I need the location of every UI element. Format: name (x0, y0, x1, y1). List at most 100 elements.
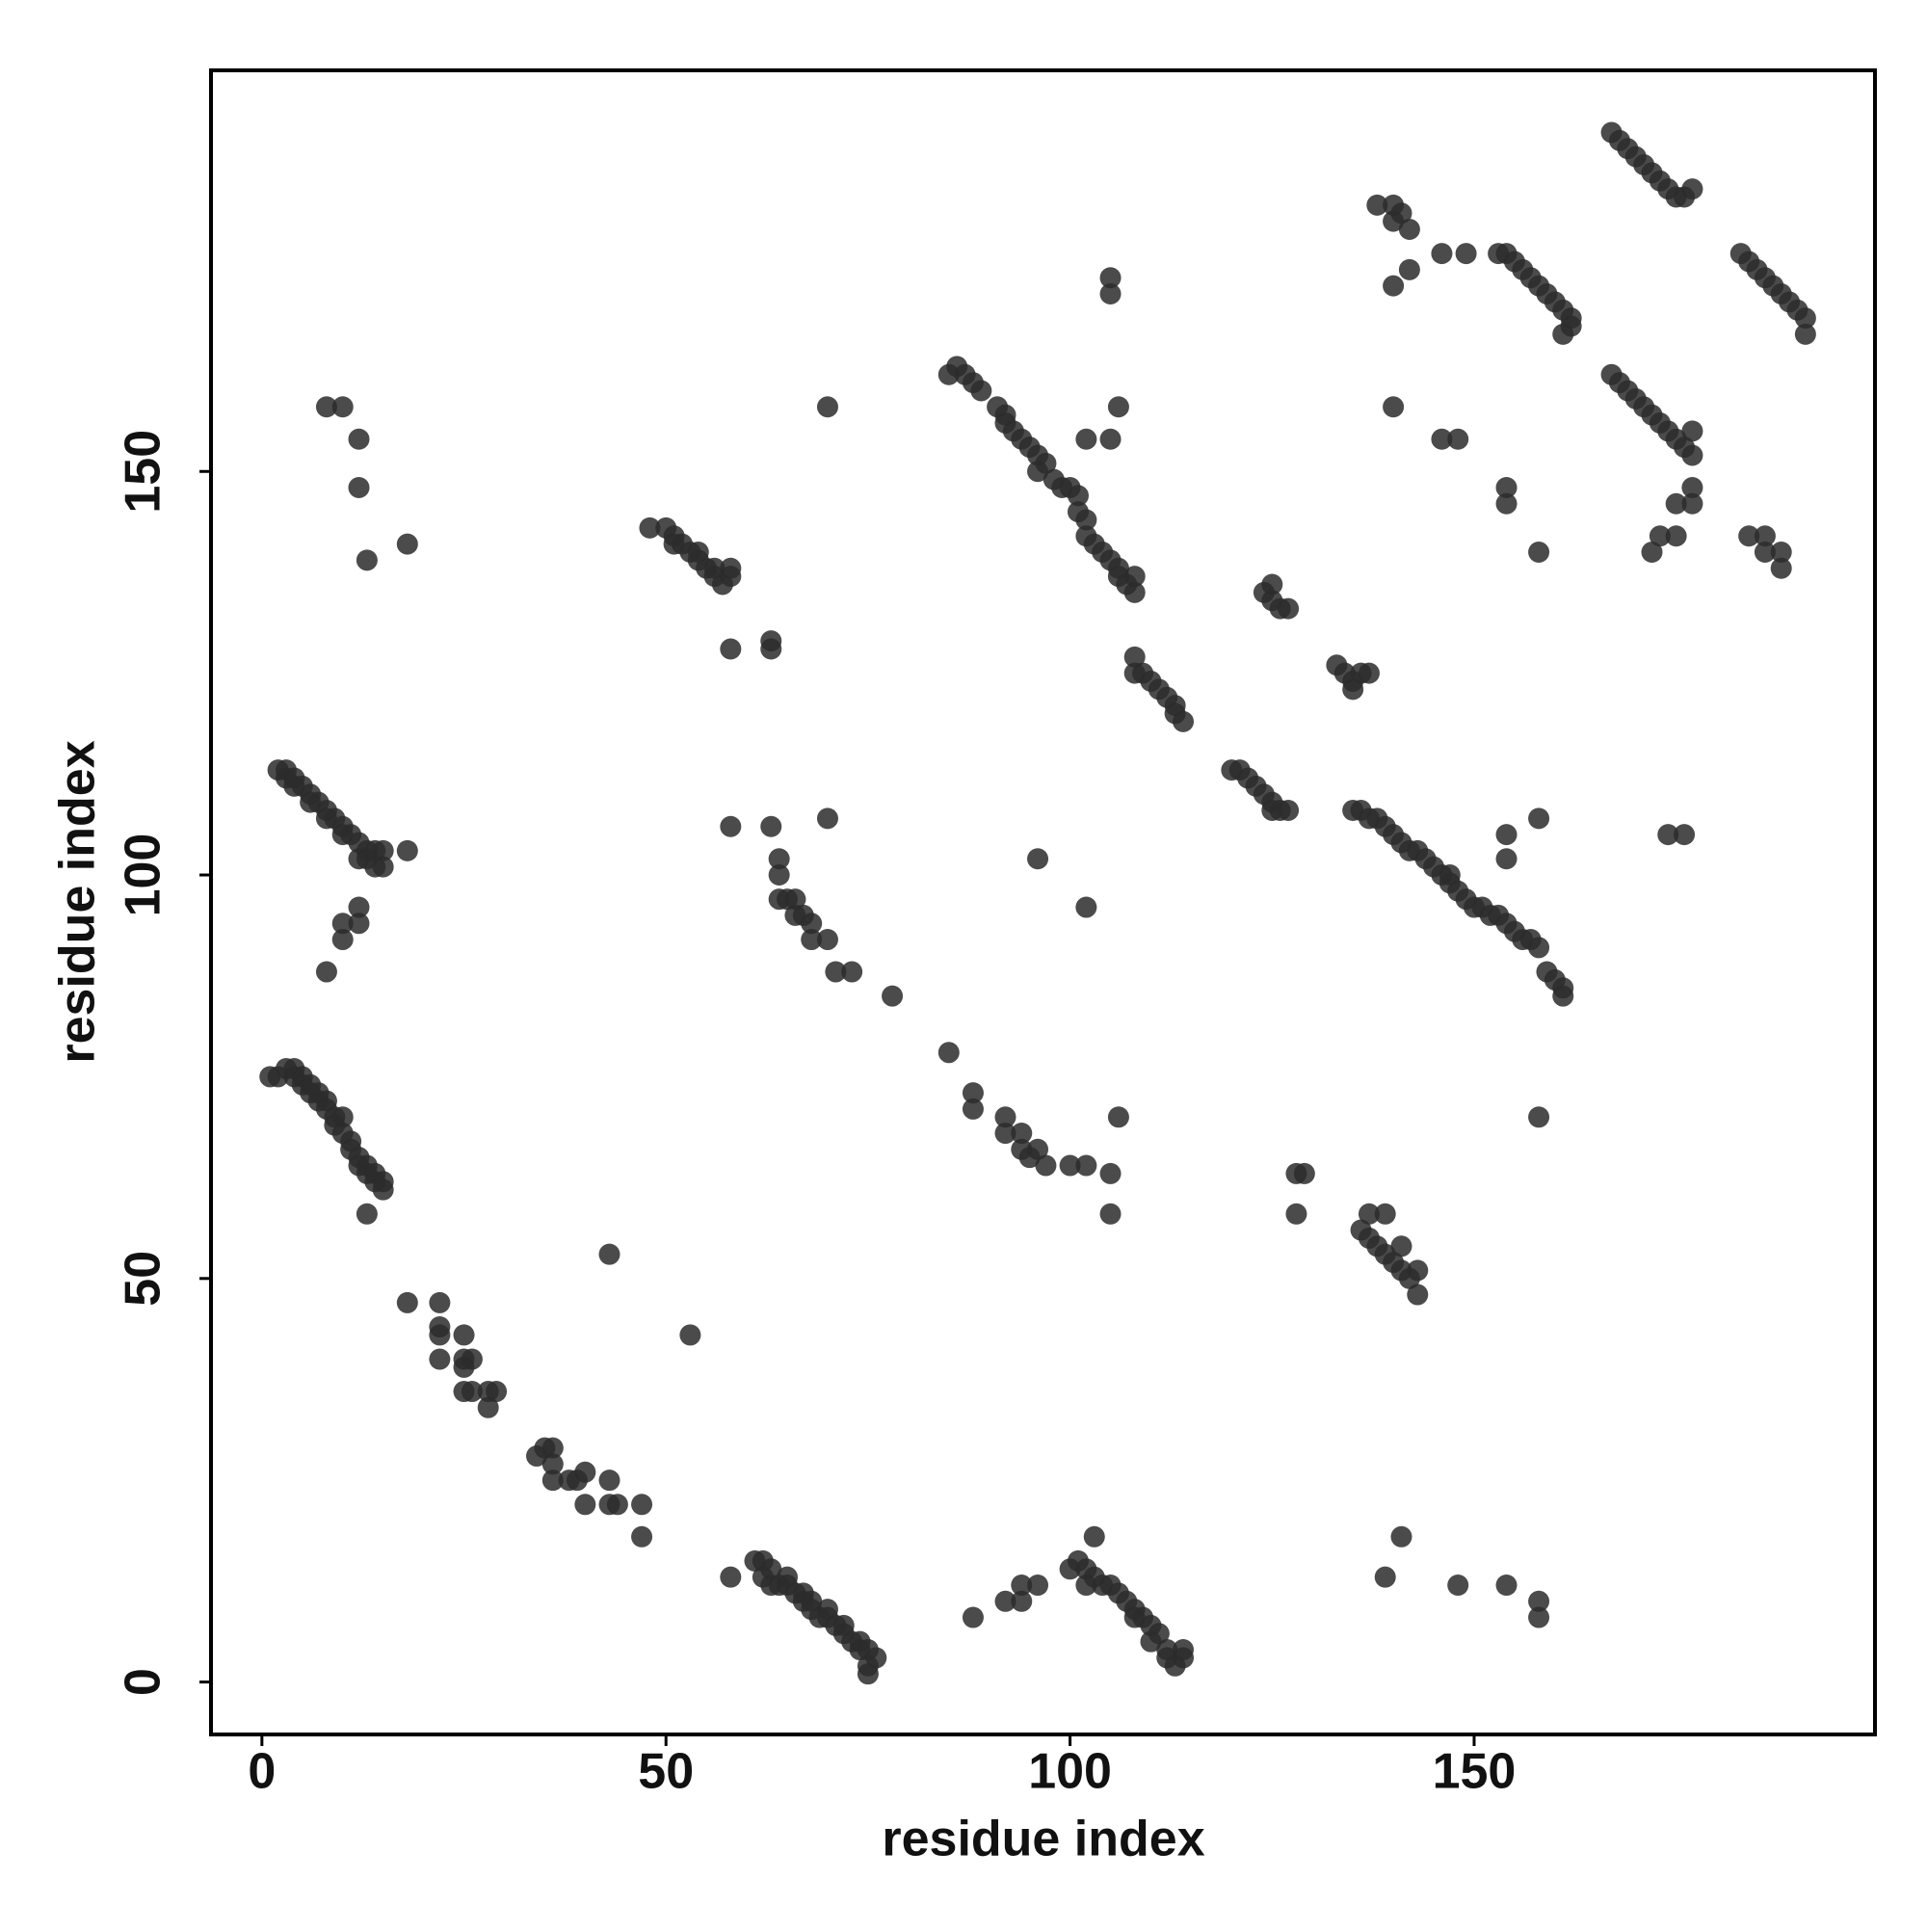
point (372, 1171, 394, 1193)
point (1285, 1203, 1307, 1225)
point (1681, 444, 1703, 466)
point (1173, 1639, 1195, 1661)
point (720, 566, 742, 588)
point (1738, 525, 1760, 547)
point (1107, 1106, 1129, 1128)
point (1099, 282, 1122, 304)
point (1358, 1203, 1380, 1225)
point (1358, 662, 1380, 684)
point (1770, 557, 1792, 579)
point (1552, 985, 1574, 1007)
point (598, 1469, 620, 1492)
point (994, 1123, 1016, 1145)
point (1528, 1590, 1550, 1612)
point (1075, 509, 1097, 531)
x-axis-label: residue index (882, 1812, 1204, 1867)
point (315, 396, 337, 418)
point (541, 1453, 564, 1475)
point (429, 1324, 451, 1346)
point (348, 896, 370, 918)
point (315, 961, 337, 983)
point (825, 961, 847, 983)
point (768, 848, 790, 870)
point (639, 516, 661, 539)
point (841, 961, 863, 983)
point (1027, 848, 1049, 870)
point (461, 1348, 483, 1370)
point (574, 1461, 596, 1483)
plot-frame (209, 68, 1877, 1736)
point (1665, 525, 1687, 547)
point (1027, 1575, 1049, 1597)
point (1390, 1525, 1412, 1548)
point (1123, 566, 1146, 588)
point (1681, 420, 1703, 442)
y-tick-label: 50 (116, 1251, 172, 1307)
x-tick-label: 150 (1433, 1744, 1517, 1800)
point (1495, 1575, 1518, 1597)
point (1035, 1154, 1057, 1177)
point (816, 396, 838, 418)
point (760, 815, 782, 837)
point (1099, 428, 1122, 450)
point (962, 1082, 984, 1104)
y-tick-label: 150 (116, 430, 172, 514)
point (720, 815, 742, 837)
point (801, 929, 823, 951)
point (760, 1558, 782, 1580)
point (816, 929, 838, 951)
point (1173, 710, 1195, 732)
point (1278, 800, 1300, 822)
point (962, 1098, 984, 1120)
point (477, 1396, 499, 1418)
point (1528, 542, 1550, 564)
point (720, 638, 742, 660)
point (937, 1042, 960, 1064)
point (1027, 1138, 1049, 1160)
point (1278, 597, 1300, 620)
point (1107, 396, 1129, 418)
point (331, 929, 354, 951)
point (1794, 307, 1816, 330)
point (1390, 202, 1412, 225)
point (1083, 1525, 1105, 1548)
point (994, 1106, 1016, 1128)
point (606, 1494, 628, 1516)
point (1075, 896, 1097, 918)
point (356, 549, 378, 571)
x-tick-label: 100 (1028, 1744, 1112, 1800)
point (486, 1381, 508, 1403)
point (396, 533, 418, 555)
point (1495, 824, 1518, 846)
point (1390, 1235, 1412, 1257)
point (331, 396, 354, 418)
point (348, 428, 370, 450)
point (857, 1663, 879, 1685)
point (816, 807, 838, 830)
point (1261, 573, 1283, 595)
point (1770, 542, 1792, 564)
point (429, 1348, 451, 1370)
point (1407, 1259, 1429, 1282)
x-tick-label: 50 (638, 1744, 694, 1800)
point (1293, 1162, 1315, 1184)
point (1383, 396, 1405, 418)
point (1495, 477, 1518, 499)
point (331, 913, 354, 935)
y-tick-label: 100 (116, 834, 172, 917)
point (1366, 194, 1388, 216)
point (784, 888, 806, 911)
point (1657, 824, 1679, 846)
point (1447, 1575, 1469, 1597)
x-tick-label: 0 (248, 1744, 276, 1800)
point (1342, 678, 1364, 701)
point (1011, 1590, 1033, 1612)
point (396, 1291, 418, 1313)
point (429, 1291, 451, 1313)
y-tick-label: 0 (116, 1668, 172, 1696)
point (1431, 428, 1453, 450)
point (1374, 1566, 1396, 1588)
point (372, 856, 394, 878)
